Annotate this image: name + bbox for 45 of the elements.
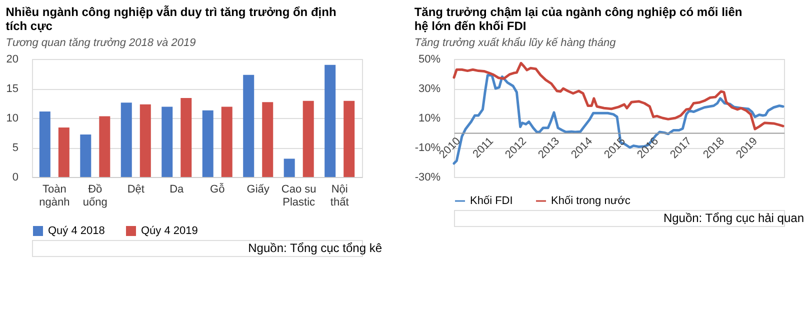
bar xyxy=(180,98,192,177)
bar xyxy=(120,102,132,177)
y-tick-label: 15 xyxy=(6,83,18,95)
bar xyxy=(39,112,50,177)
y-tick-label: 10 xyxy=(6,112,18,124)
y-tick-label: 10% xyxy=(418,112,441,124)
bar xyxy=(344,100,355,177)
text: Nguồn: Tổng cục hải quan xyxy=(663,211,804,225)
y-tick-label: -10% xyxy=(414,142,441,154)
bar xyxy=(58,127,70,177)
chart-subtitle: Tăng trưởng xuất khẩu lũy kế hàng tháng xyxy=(414,37,617,49)
x-tick-label: Cao su Plastic xyxy=(281,184,316,208)
x-tick-label: Dệt xyxy=(127,184,144,196)
bar xyxy=(80,134,92,177)
bar xyxy=(302,100,314,177)
y-tick-label: -30% xyxy=(414,172,441,184)
x-tick-label: Giấy xyxy=(246,184,270,196)
legend-label: Qúy 4 2019 xyxy=(141,225,198,237)
chart-title: Tăng trưởng chậm lại của ngành công nghiệp có mối liên hệ lớn đến khối FDI xyxy=(414,5,742,33)
bar xyxy=(243,74,254,177)
y-tick-label: 30% xyxy=(418,83,441,95)
x-tick-label: Toàn ngành xyxy=(39,184,70,208)
text: Nguồn: Tổng cục tổng kê xyxy=(248,241,382,255)
y-tick-label: 5 xyxy=(12,142,18,154)
x-tick-label: Gỗ xyxy=(210,182,225,196)
bar xyxy=(284,158,295,177)
x-tick-label: Nội thất xyxy=(330,184,349,208)
legend-label: Khối FDI xyxy=(470,195,513,207)
x-tick-label: Đồ uống xyxy=(82,184,108,208)
y-tick-label: 0 xyxy=(12,172,18,184)
chart-title: Nhiều ngành công nghiệp vẫn duy trì tăng trưởng ổn định tích cực xyxy=(6,5,336,33)
bar xyxy=(221,106,232,177)
line-series xyxy=(452,62,784,130)
bar xyxy=(324,64,336,177)
bar xyxy=(99,116,110,177)
y-tick-label: 50% xyxy=(418,54,441,66)
chart-subtitle: Tương quan tăng trưởng 2018 và 2019 xyxy=(6,37,196,49)
bar xyxy=(262,102,274,177)
bar xyxy=(162,106,173,177)
y-tick-label: 20 xyxy=(6,54,18,66)
legend-label: Quý 4 2018 xyxy=(48,225,105,237)
legend-label: Khối trong nước xyxy=(551,195,631,207)
bar xyxy=(140,104,151,177)
x-tick-label: Da xyxy=(170,184,185,196)
bar xyxy=(202,110,214,177)
